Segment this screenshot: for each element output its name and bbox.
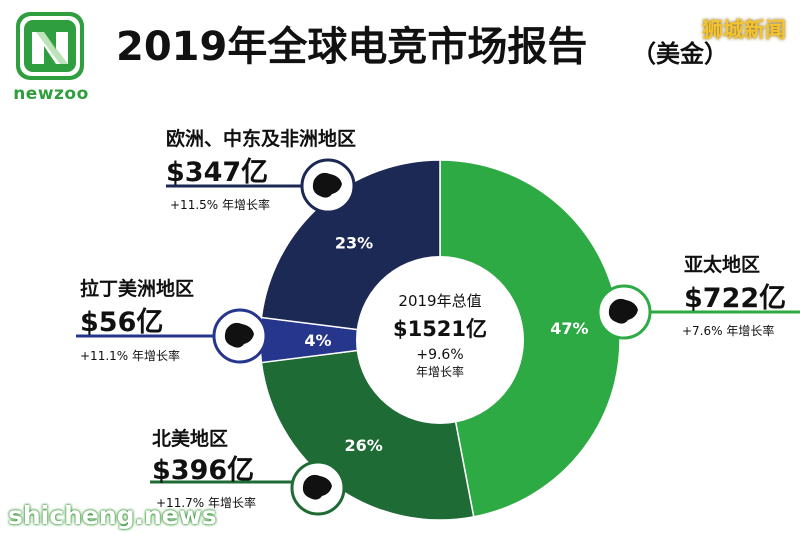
region-name-emea: 欧洲、中东及非洲地区 — [166, 128, 357, 150]
center-growth: +9.6% — [416, 347, 464, 363]
region-value-north-america: $396亿 — [152, 455, 255, 486]
region-growth-north-america: +11.7% 年增长率 — [156, 496, 256, 510]
region-name-north-america: 北美地区 — [152, 428, 229, 450]
region-name-latam: 拉丁美洲地区 — [80, 278, 195, 300]
region-growth-asia-pacific: +7.6% 年增长率 — [682, 324, 775, 338]
center-label: 2019年总值 — [398, 292, 482, 310]
center-growth-label: 年增长率 — [415, 365, 464, 379]
europe-africa-map-icon-shape — [312, 172, 342, 198]
region-growth-latam: +11.1% 年增长率 — [80, 349, 180, 363]
newzoo-logo — [16, 12, 84, 80]
asia-pacific-map-icon-shape — [608, 298, 638, 324]
center-total-value: $1521亿 — [392, 317, 488, 341]
chart-center: 2019年总值 $1521亿 +9.6% 年增长率 — [370, 290, 510, 380]
share-label-asia-pacific: 47% — [550, 319, 588, 338]
brand-name: newzoo — [13, 84, 89, 104]
watermark-top: 狮城新闻 — [702, 18, 786, 42]
region-value-latam: $56亿 — [80, 307, 164, 338]
north-america-map-icon-shape — [302, 474, 332, 500]
region-name-asia-pacific: 亚太地区 — [684, 254, 761, 276]
share-label-latin-america: 4% — [304, 331, 331, 350]
share-label-emea: 23% — [335, 233, 373, 252]
region-growth-emea: +11.5% 年增长率 — [170, 198, 270, 212]
donut-hole — [356, 256, 524, 424]
region-value-emea: $347亿 — [166, 157, 269, 188]
page-title: 2019年全球电竞市场报告 — [116, 24, 588, 70]
watermark-bottom: shicheng.news — [8, 501, 217, 530]
title-currency-note: （美金） — [632, 40, 728, 68]
latin-america-map-icon-shape — [224, 322, 254, 348]
region-value-asia-pacific: $722亿 — [684, 283, 787, 314]
share-label-north-america: 26% — [344, 436, 382, 455]
